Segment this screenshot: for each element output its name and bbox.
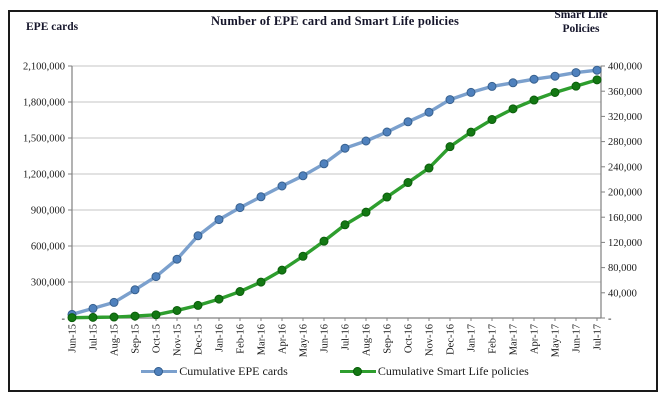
chart-title: Number of EPE card and Smart Life polici… xyxy=(210,14,460,28)
epe-series-swatch-icon xyxy=(141,367,178,376)
svg-text:Jun-15: Jun-15 xyxy=(68,324,79,353)
svg-text:Oct-16: Oct-16 xyxy=(404,324,415,353)
svg-text:160,000: 160,000 xyxy=(608,213,642,224)
right-axis-title: Smart Life Policies xyxy=(554,9,608,35)
svg-text:400,000: 400,000 xyxy=(608,62,642,73)
svg-text:600,000: 600,000 xyxy=(31,242,65,253)
svg-text:Nov-16: Nov-16 xyxy=(425,324,436,356)
svg-text:1,500,000: 1,500,000 xyxy=(23,134,65,145)
svg-text:280,000: 280,000 xyxy=(608,137,642,148)
svg-text:200,000: 200,000 xyxy=(608,188,642,199)
svg-text:120,000: 120,000 xyxy=(608,238,642,249)
left-axis-title: EPE cards xyxy=(26,21,79,33)
svg-text:Jul-16: Jul-16 xyxy=(341,324,352,350)
svg-text:-: - xyxy=(62,314,66,325)
svg-text:2,100,000: 2,100,000 xyxy=(23,62,65,73)
legend-item-smart-life: Cumulative Smart Life policies xyxy=(339,364,529,379)
legend-label-epe-cards: Cumulative EPE cards xyxy=(179,364,288,378)
svg-text:1,200,000: 1,200,000 xyxy=(23,170,65,181)
legend-item-epe-cards: Cumulative EPE cards xyxy=(141,364,288,379)
legend-label-smart-life: Cumulative Smart Life policies xyxy=(377,364,529,378)
svg-text:Aug-16: Aug-16 xyxy=(362,324,373,356)
svg-text:Apr-17: Apr-17 xyxy=(530,324,541,354)
svg-text:Jun-16: Jun-16 xyxy=(320,324,331,353)
svg-text:Jun-17: Jun-17 xyxy=(572,324,583,353)
svg-text:Sep-16: Sep-16 xyxy=(383,324,394,354)
svg-text:900,000: 900,000 xyxy=(31,206,65,217)
chart-outer-frame xyxy=(8,10,658,392)
chart-legend: Cumulative EPE cards Cumulative Smart Li… xyxy=(0,364,670,379)
svg-text:300,000: 300,000 xyxy=(31,278,65,289)
svg-text:May-16: May-16 xyxy=(299,324,310,357)
svg-text:Mar-17: Mar-17 xyxy=(509,324,520,355)
svg-text:320,000: 320,000 xyxy=(608,112,642,123)
svg-text:1,800,000: 1,800,000 xyxy=(23,98,65,109)
svg-text:-: - xyxy=(608,314,612,325)
svg-text:40,000: 40,000 xyxy=(608,288,637,299)
svg-text:240,000: 240,000 xyxy=(608,162,642,173)
svg-text:Jul-15: Jul-15 xyxy=(89,324,100,350)
svg-text:Nov-15: Nov-15 xyxy=(173,324,184,356)
svg-text:Sep-15: Sep-15 xyxy=(131,324,142,354)
svg-text:Dec-15: Dec-15 xyxy=(194,324,205,355)
svg-text:May-17: May-17 xyxy=(551,324,562,357)
svg-text:80,000: 80,000 xyxy=(608,263,637,274)
smart-life-series-swatch-icon xyxy=(339,367,376,376)
svg-text:360,000: 360,000 xyxy=(608,87,642,98)
svg-text:Apr-16: Apr-16 xyxy=(278,324,289,354)
svg-text:Jan-17: Jan-17 xyxy=(467,324,478,352)
svg-text:Jan-16: Jan-16 xyxy=(215,324,226,352)
svg-text:Dec-16: Dec-16 xyxy=(446,324,457,355)
svg-text:Mar-16: Mar-16 xyxy=(257,324,268,355)
svg-text:Oct-15: Oct-15 xyxy=(152,324,163,353)
svg-text:Feb-16: Feb-16 xyxy=(236,324,247,354)
svg-text:Feb-17: Feb-17 xyxy=(488,324,499,354)
svg-text:Jul-17: Jul-17 xyxy=(593,324,604,350)
svg-text:Aug-15: Aug-15 xyxy=(110,324,121,356)
